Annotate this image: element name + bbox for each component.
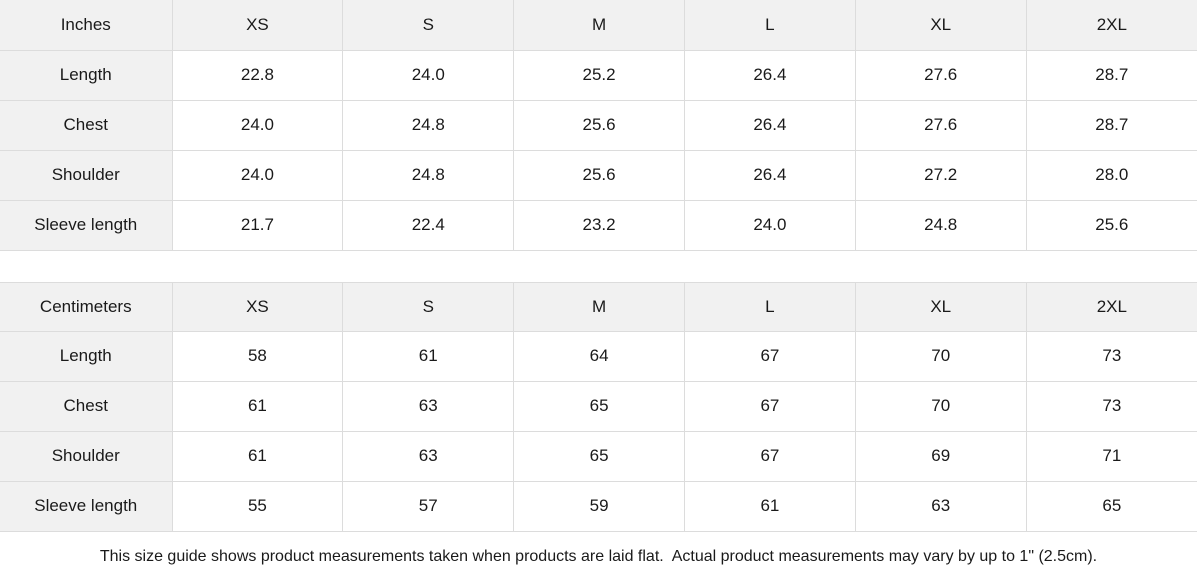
measurement-value-cell: 71 [1025,430,1197,482]
measurement-value-cell: 24.0 [342,49,515,101]
size-guide-note: This size guide shows product measuremen… [0,531,1197,580]
measurement-value-cell: 57 [342,480,515,532]
size-header-cell: S [342,281,515,332]
measurement-row: Sleeve length 21.7 22.4 23.2 24.0 24.8 2… [0,199,1197,251]
measurement-value-cell: 28.0 [1025,149,1197,201]
measurement-value-cell: 65 [1025,480,1197,532]
measurement-value-cell: 65 [513,430,685,482]
row-label: Chest [0,380,173,432]
row-label: Length [0,330,173,382]
measurement-row: Chest 61 63 65 67 70 73 [0,380,1197,432]
measurement-row: Shoulder 61 63 65 67 69 71 [0,430,1197,482]
size-table-inches: Inches XS S M L XL 2XL Length 22.8 24.0 … [0,0,1197,251]
measurement-value-cell: 61 [171,380,344,432]
measurement-value-cell: 70 [854,380,1027,432]
measurement-value-cell: 26.4 [683,149,856,201]
size-header-cell: S [342,0,515,51]
measurement-value-cell: 27.2 [854,149,1027,201]
measurement-value-cell: 64 [513,330,685,382]
size-header-row: Inches XS S M L XL 2XL [0,0,1197,51]
measurement-value-cell: 63 [342,380,515,432]
size-header-cell: 2XL [1025,0,1197,51]
size-header-cell: M [513,0,685,51]
measurement-value-cell: 67 [683,430,856,482]
measurement-value-cell: 23.2 [513,199,685,251]
measurement-row: Sleeve length 55 57 59 61 63 65 [0,480,1197,532]
measurement-value-cell: 21.7 [171,199,344,251]
size-table-centimeters: Centimeters XS S M L XL 2XL Length 58 61… [0,281,1197,532]
measurement-row: Shoulder 24.0 24.8 25.6 26.4 27.2 28.0 [0,149,1197,201]
measurement-value-cell: 27.6 [854,99,1027,151]
measurement-value-cell: 61 [171,430,344,482]
measurement-value-cell: 25.6 [513,99,685,151]
row-label: Chest [0,99,173,151]
measurement-value-cell: 55 [171,480,344,532]
measurement-value-cell: 26.4 [683,49,856,101]
row-label: Sleeve length [0,480,173,532]
size-header-row: Centimeters XS S M L XL 2XL [0,281,1197,332]
measurement-value-cell: 58 [171,330,344,382]
size-header-cell: L [683,0,856,51]
measurement-value-cell: 61 [683,480,856,532]
measurement-value-cell: 25.6 [1025,199,1197,251]
measurement-value-cell: 65 [513,380,685,432]
measurement-value-cell: 28.7 [1025,49,1197,101]
measurement-value-cell: 25.6 [513,149,685,201]
measurement-value-cell: 25.2 [513,49,685,101]
measurement-value-cell: 73 [1025,380,1197,432]
measurement-value-cell: 63 [854,480,1027,532]
size-header-cell: M [513,281,685,332]
measurement-value-cell: 26.4 [683,99,856,151]
size-header-cell: XS [171,0,344,51]
measurement-value-cell: 70 [854,330,1027,382]
measurement-value-cell: 69 [854,430,1027,482]
measurement-value-cell: 27.6 [854,49,1027,101]
measurement-value-cell: 67 [683,330,856,382]
measurement-value-cell: 63 [342,430,515,482]
measurement-value-cell: 24.8 [854,199,1027,251]
unit-header-cell: Inches [0,0,173,51]
measurement-value-cell: 24.8 [342,99,515,151]
row-label: Length [0,49,173,101]
measurement-value-cell: 24.0 [171,149,344,201]
measurement-row: Chest 24.0 24.8 25.6 26.4 27.6 28.7 [0,99,1197,151]
measurement-row: Length 22.8 24.0 25.2 26.4 27.6 28.7 [0,49,1197,101]
measurement-value-cell: 24.8 [342,149,515,201]
measurement-value-cell: 24.0 [171,99,344,151]
row-label: Sleeve length [0,199,173,251]
size-header-cell: XL [854,281,1027,332]
size-header-cell: XS [171,281,344,332]
size-header-cell: XL [854,0,1027,51]
measurement-value-cell: 28.7 [1025,99,1197,151]
measurement-value-cell: 67 [683,380,856,432]
measurement-row: Length 58 61 64 67 70 73 [0,330,1197,382]
measurement-value-cell: 22.4 [342,199,515,251]
size-header-cell: L [683,281,856,332]
measurement-value-cell: 59 [513,480,685,532]
row-label: Shoulder [0,149,173,201]
unit-header-cell: Centimeters [0,281,173,332]
measurement-value-cell: 73 [1025,330,1197,382]
measurement-value-cell: 24.0 [683,199,856,251]
section-spacer [0,250,1197,282]
measurement-value-cell: 22.8 [171,49,344,101]
row-label: Shoulder [0,430,173,482]
size-header-cell: 2XL [1025,281,1197,332]
measurement-value-cell: 61 [342,330,515,382]
